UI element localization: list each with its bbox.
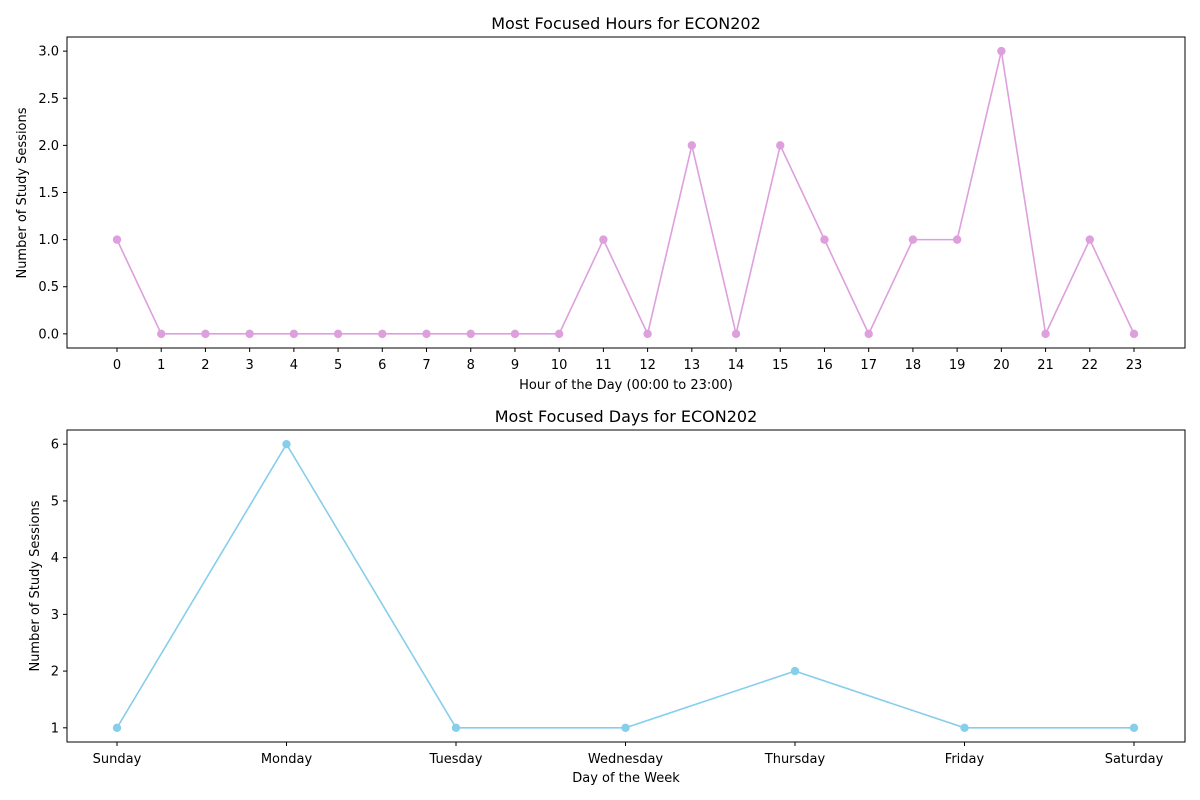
days-plot-area: 1 2 3 4 5 6 Sunday Monday Tuesday Wednesday Thursd… [51, 438, 1164, 767]
days-x-axis-label: Day of the Week [572, 771, 680, 786]
days-x-tick-label: Saturday [1105, 752, 1164, 767]
days-x-tick-label: Friday [945, 752, 985, 767]
days-data-point [282, 440, 290, 448]
hours-data-point [1086, 235, 1094, 243]
hours-data-point [511, 330, 519, 338]
hours-data-point [157, 330, 165, 338]
days-data-point [1130, 724, 1138, 732]
hours-data-point [113, 235, 121, 243]
hours-data-point [422, 330, 430, 338]
hours-x-tick-label: 15 [772, 358, 789, 373]
hours-x-tick-label: 10 [551, 358, 568, 373]
hours-axes-frame [67, 37, 1185, 348]
hours-x-axis-label: Hour of the Day (00:00 to 23:00) [519, 378, 733, 393]
days-data-point [452, 724, 460, 732]
days-data-point [113, 724, 121, 732]
hours-x-tick-label: 2 [201, 358, 209, 373]
hours-data-point [864, 330, 872, 338]
hours-y-tick-label: 2.5 [38, 92, 59, 107]
hours-data-point [1041, 330, 1049, 338]
hours-x-tick-label: 8 [467, 358, 475, 373]
hours-y-tick-label: 0.5 [38, 280, 59, 295]
days-chart: Most Focused Days for ECON202 1 2 3 4 5 6 Sund… [28, 407, 1185, 786]
days-x-tick-label: Tuesday [429, 752, 483, 767]
hours-x-tick-label: 22 [1082, 358, 1099, 373]
days-x-tick-label: Wednesday [588, 752, 664, 767]
hours-x-tick-label: 11 [595, 358, 612, 373]
hours-data-point [643, 330, 651, 338]
hours-x-tick-label: 12 [639, 358, 656, 373]
hours-x-tick-label: 13 [684, 358, 701, 373]
hours-plot-area: 0.00.51.01.52.02.53.00 1 2 3 4 5 6 7 8 9 10 11 12 13 1… [38, 45, 1142, 373]
days-x-tick-label: Thursday [764, 752, 826, 767]
days-data-point [960, 724, 968, 732]
hours-data-point [1130, 330, 1138, 338]
hours-data-point [820, 235, 828, 243]
hours-x-tick-label: 0 [113, 358, 121, 373]
hours-x-tick-label: 6 [378, 358, 386, 373]
hours-x-tick-label: 9 [511, 358, 519, 373]
hours-data-point [245, 330, 253, 338]
hours-x-tick-label: 4 [290, 358, 298, 373]
days-axes-frame [67, 430, 1185, 742]
hours-x-tick-label: 1 [157, 358, 165, 373]
days-y-tick-label: 1 [51, 721, 59, 736]
hours-x-tick-label: 20 [993, 358, 1010, 373]
hours-chart: Most Focused Hours for ECON202 0.0 0.5 1.0… [15, 14, 1185, 393]
hours-x-tick-label: 14 [728, 358, 745, 373]
hours-data-point [953, 235, 961, 243]
days-y-tick-label: 6 [51, 438, 59, 453]
days-y-tick-label: 2 [51, 665, 59, 680]
days-x-tick-label: Sunday [93, 752, 142, 767]
hours-data-point [599, 235, 607, 243]
hours-data-point [776, 141, 784, 149]
hours-x-tick-label: 18 [905, 358, 922, 373]
days-chart-title: Most Focused Days for ECON202 [495, 407, 758, 426]
hours-x-tick-label: 5 [334, 358, 342, 373]
days-data-point [791, 667, 799, 675]
hours-data-point [688, 141, 696, 149]
hours-data-point [555, 330, 563, 338]
hours-series-line [117, 51, 1134, 334]
days-series-line [117, 444, 1134, 728]
days-x-tick-label: Monday [261, 752, 313, 767]
hours-x-tick-label: 16 [816, 358, 833, 373]
hours-y-tick-label: 1.5 [38, 186, 59, 201]
hours-x-tick-label: 17 [860, 358, 877, 373]
hours-data-point [201, 330, 209, 338]
hours-x-tick-label: 19 [949, 358, 966, 373]
days-y-tick-label: 5 [51, 494, 59, 509]
hours-data-point [290, 330, 298, 338]
hours-y-tick-label: 2.0 [38, 139, 59, 154]
hours-y-axis-label: Number of Study Sessions [15, 107, 30, 278]
hours-data-point [997, 47, 1005, 55]
hours-x-tick-label: 7 [422, 358, 430, 373]
days-y-tick-label: 4 [51, 551, 59, 566]
hours-chart-title: Most Focused Hours for ECON202 [491, 14, 761, 33]
hours-data-point [467, 330, 475, 338]
hours-data-point [334, 330, 342, 338]
days-y-tick-label: 3 [51, 608, 59, 623]
hours-data-point [909, 235, 917, 243]
hours-y-tick-label: 0.0 [38, 327, 59, 342]
hours-data-point [378, 330, 386, 338]
hours-y-tick-label: 1.0 [38, 233, 59, 248]
hours-x-tick-label: 3 [246, 358, 254, 373]
hours-y-tick-label: 3.0 [38, 45, 59, 60]
days-data-point [621, 724, 629, 732]
hours-data-point [732, 330, 740, 338]
hours-x-tick-label: 23 [1126, 358, 1143, 373]
days-y-axis-label: Number of Study Sessions [28, 500, 43, 671]
hours-x-tick-label: 21 [1037, 358, 1054, 373]
